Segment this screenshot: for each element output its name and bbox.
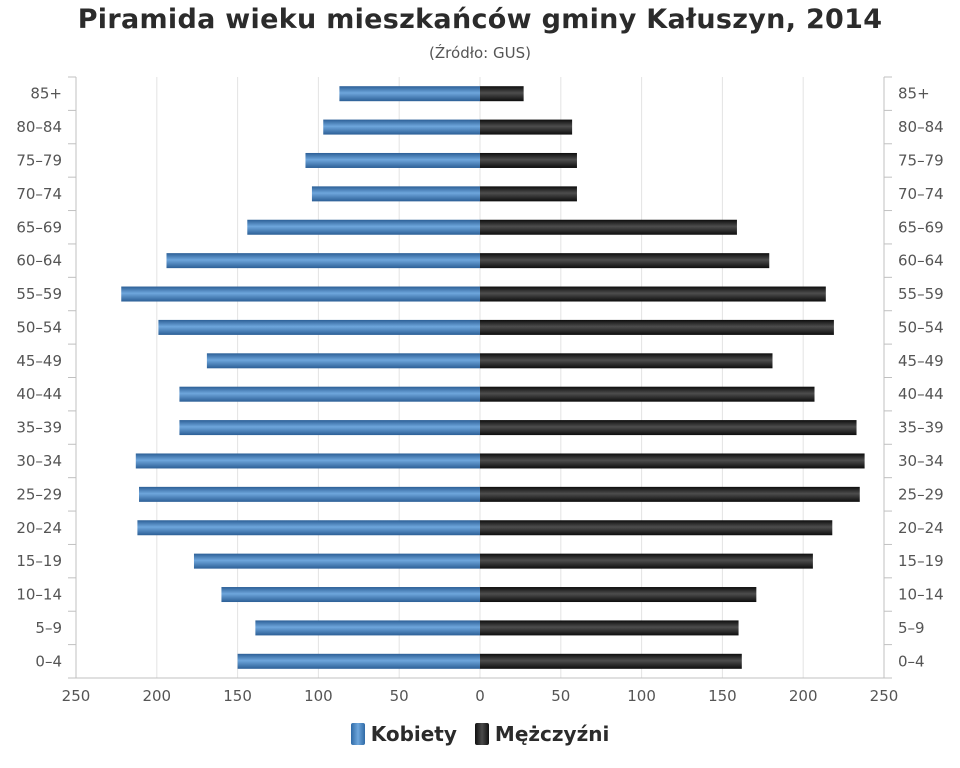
y-tick-label-left: 0–4 <box>35 652 62 670</box>
bar-kobiety[interactable] <box>221 587 480 603</box>
y-tick-label-right: 60–64 <box>898 252 944 270</box>
y-tick-label-left: 75–79 <box>16 151 62 169</box>
bar-mezczyzni[interactable] <box>480 319 834 335</box>
y-tick-label-right: 10–14 <box>898 586 944 604</box>
bar-mezczyzni[interactable] <box>480 219 737 235</box>
x-tick-label: 250 <box>870 687 899 705</box>
bar-kobiety[interactable] <box>158 319 480 335</box>
bar-kobiety[interactable] <box>206 353 480 369</box>
x-tick-label: 200 <box>789 687 818 705</box>
x-tick-label: 150 <box>708 687 737 705</box>
bar-mezczyzni[interactable] <box>480 152 577 168</box>
y-tick-label-right: 85+ <box>898 85 930 103</box>
bar-kobiety[interactable] <box>305 152 480 168</box>
bar-mezczyzni[interactable] <box>480 286 826 302</box>
x-tick-label: 200 <box>142 687 171 705</box>
y-tick-label-left: 20–24 <box>16 519 62 537</box>
x-tick-label: 50 <box>390 687 409 705</box>
y-tick-label-right: 55–59 <box>898 285 944 303</box>
y-tick-label-right: 80–84 <box>898 118 944 136</box>
bar-kobiety[interactable] <box>255 620 480 636</box>
bar-kobiety[interactable] <box>121 286 481 302</box>
bar-kobiety[interactable] <box>193 553 480 569</box>
tick-labels: 250 200 150 100 50 0 50 100 150 200 250 85+ 85+ 80–84… <box>16 85 943 705</box>
x-tick-label: 100 <box>627 687 656 705</box>
y-tick-label-left: 5–9 <box>35 619 62 637</box>
bar-kobiety[interactable] <box>323 119 480 135</box>
bar-mezczyzni[interactable] <box>480 353 773 369</box>
bar-kobiety[interactable] <box>139 486 481 502</box>
y-tick-label-right: 50–54 <box>898 318 944 336</box>
y-tick-label-left: 30–34 <box>16 452 62 470</box>
bar-mezczyzni[interactable] <box>480 653 742 669</box>
legend-item-kobiety[interactable]: Kobiety <box>350 722 457 746</box>
legend-swatch-kobiety <box>350 723 365 745</box>
y-tick-label-right: 40–44 <box>898 385 944 403</box>
bar-mezczyzni[interactable] <box>480 553 813 569</box>
bar-kobiety[interactable] <box>247 219 480 235</box>
bar-mezczyzni[interactable] <box>480 453 865 469</box>
y-tick-label-right: 45–49 <box>898 352 944 370</box>
x-tick-label: 100 <box>304 687 333 705</box>
y-tick-label-right: 5–9 <box>898 619 925 637</box>
bar-mezczyzni[interactable] <box>480 486 860 502</box>
axes <box>68 76 892 679</box>
bar-mezczyzni[interactable] <box>480 386 815 402</box>
population-pyramid-chart: 250 200 150 100 50 0 50 100 150 200 250 85+ 85+ 80–84… <box>16 76 944 705</box>
bar-kobiety[interactable] <box>339 86 480 102</box>
x-tick-label: 150 <box>223 687 252 705</box>
bar-kobiety[interactable] <box>166 253 480 269</box>
y-tick-label-left: 80–84 <box>16 118 62 136</box>
y-tick-label-left: 70–74 <box>16 185 62 203</box>
bar-kobiety[interactable] <box>311 186 480 202</box>
bar-kobiety[interactable] <box>135 453 481 469</box>
y-tick-label-left: 85+ <box>30 85 62 103</box>
x-tick-label: 50 <box>551 687 570 705</box>
y-tick-label-right: 30–34 <box>898 452 944 470</box>
bar-mezczyzni[interactable] <box>480 420 857 436</box>
y-tick-label-left: 60–64 <box>16 252 62 270</box>
y-tick-label-right: 25–29 <box>898 485 944 503</box>
legend-swatch-mezczyzni <box>474 723 489 745</box>
bar-kobiety[interactable] <box>137 520 480 536</box>
y-tick-label-left: 35–39 <box>16 419 62 437</box>
x-tick-label: 0 <box>475 687 485 705</box>
bar-mezczyzni[interactable] <box>480 587 757 603</box>
bar-kobiety[interactable] <box>179 420 480 436</box>
legend-label-kobiety: Kobiety <box>370 722 457 746</box>
chart-subtitle: (Źródło: GUS) <box>429 44 531 62</box>
y-tick-label-left: 10–14 <box>16 586 62 604</box>
bar-mezczyzni[interactable] <box>480 253 770 269</box>
bar-kobiety[interactable] <box>237 653 480 669</box>
legend-item-mezczyzni[interactable]: Mężczyźni <box>474 722 610 746</box>
y-tick-label-left: 50–54 <box>16 318 62 336</box>
legend: Kobiety Mężczyźni <box>0 722 960 746</box>
bar-mezczyzni[interactable] <box>480 620 739 636</box>
bar-mezczyzni[interactable] <box>480 86 524 102</box>
bar-mezczyzni[interactable] <box>480 186 577 202</box>
chart-title: Piramida wieku mieszkańców gminy Kałuszy… <box>77 4 883 35</box>
y-tick-label-left: 15–19 <box>16 552 62 570</box>
y-tick-label-right: 65–69 <box>898 218 944 236</box>
y-tick-label-right: 20–24 <box>898 519 944 537</box>
legend-label-mezczyzni: Mężczyźni <box>494 722 610 746</box>
y-tick-label-left: 40–44 <box>16 385 62 403</box>
x-tick-label: 250 <box>62 687 91 705</box>
y-tick-label-left: 65–69 <box>16 218 62 236</box>
y-tick-label-left: 25–29 <box>16 485 62 503</box>
y-tick-label-right: 15–19 <box>898 552 944 570</box>
y-tick-label-right: 75–79 <box>898 151 944 169</box>
bar-mezczyzni[interactable] <box>480 119 573 135</box>
y-tick-label-right: 70–74 <box>898 185 944 203</box>
y-tick-label-left: 55–59 <box>16 285 62 303</box>
y-tick-label-right: 35–39 <box>898 419 944 437</box>
bar-mezczyzni[interactable] <box>480 520 833 536</box>
y-tick-label-left: 45–49 <box>16 352 62 370</box>
bar-kobiety[interactable] <box>179 386 480 402</box>
bars <box>121 86 865 669</box>
y-tick-label-right: 0–4 <box>898 652 925 670</box>
